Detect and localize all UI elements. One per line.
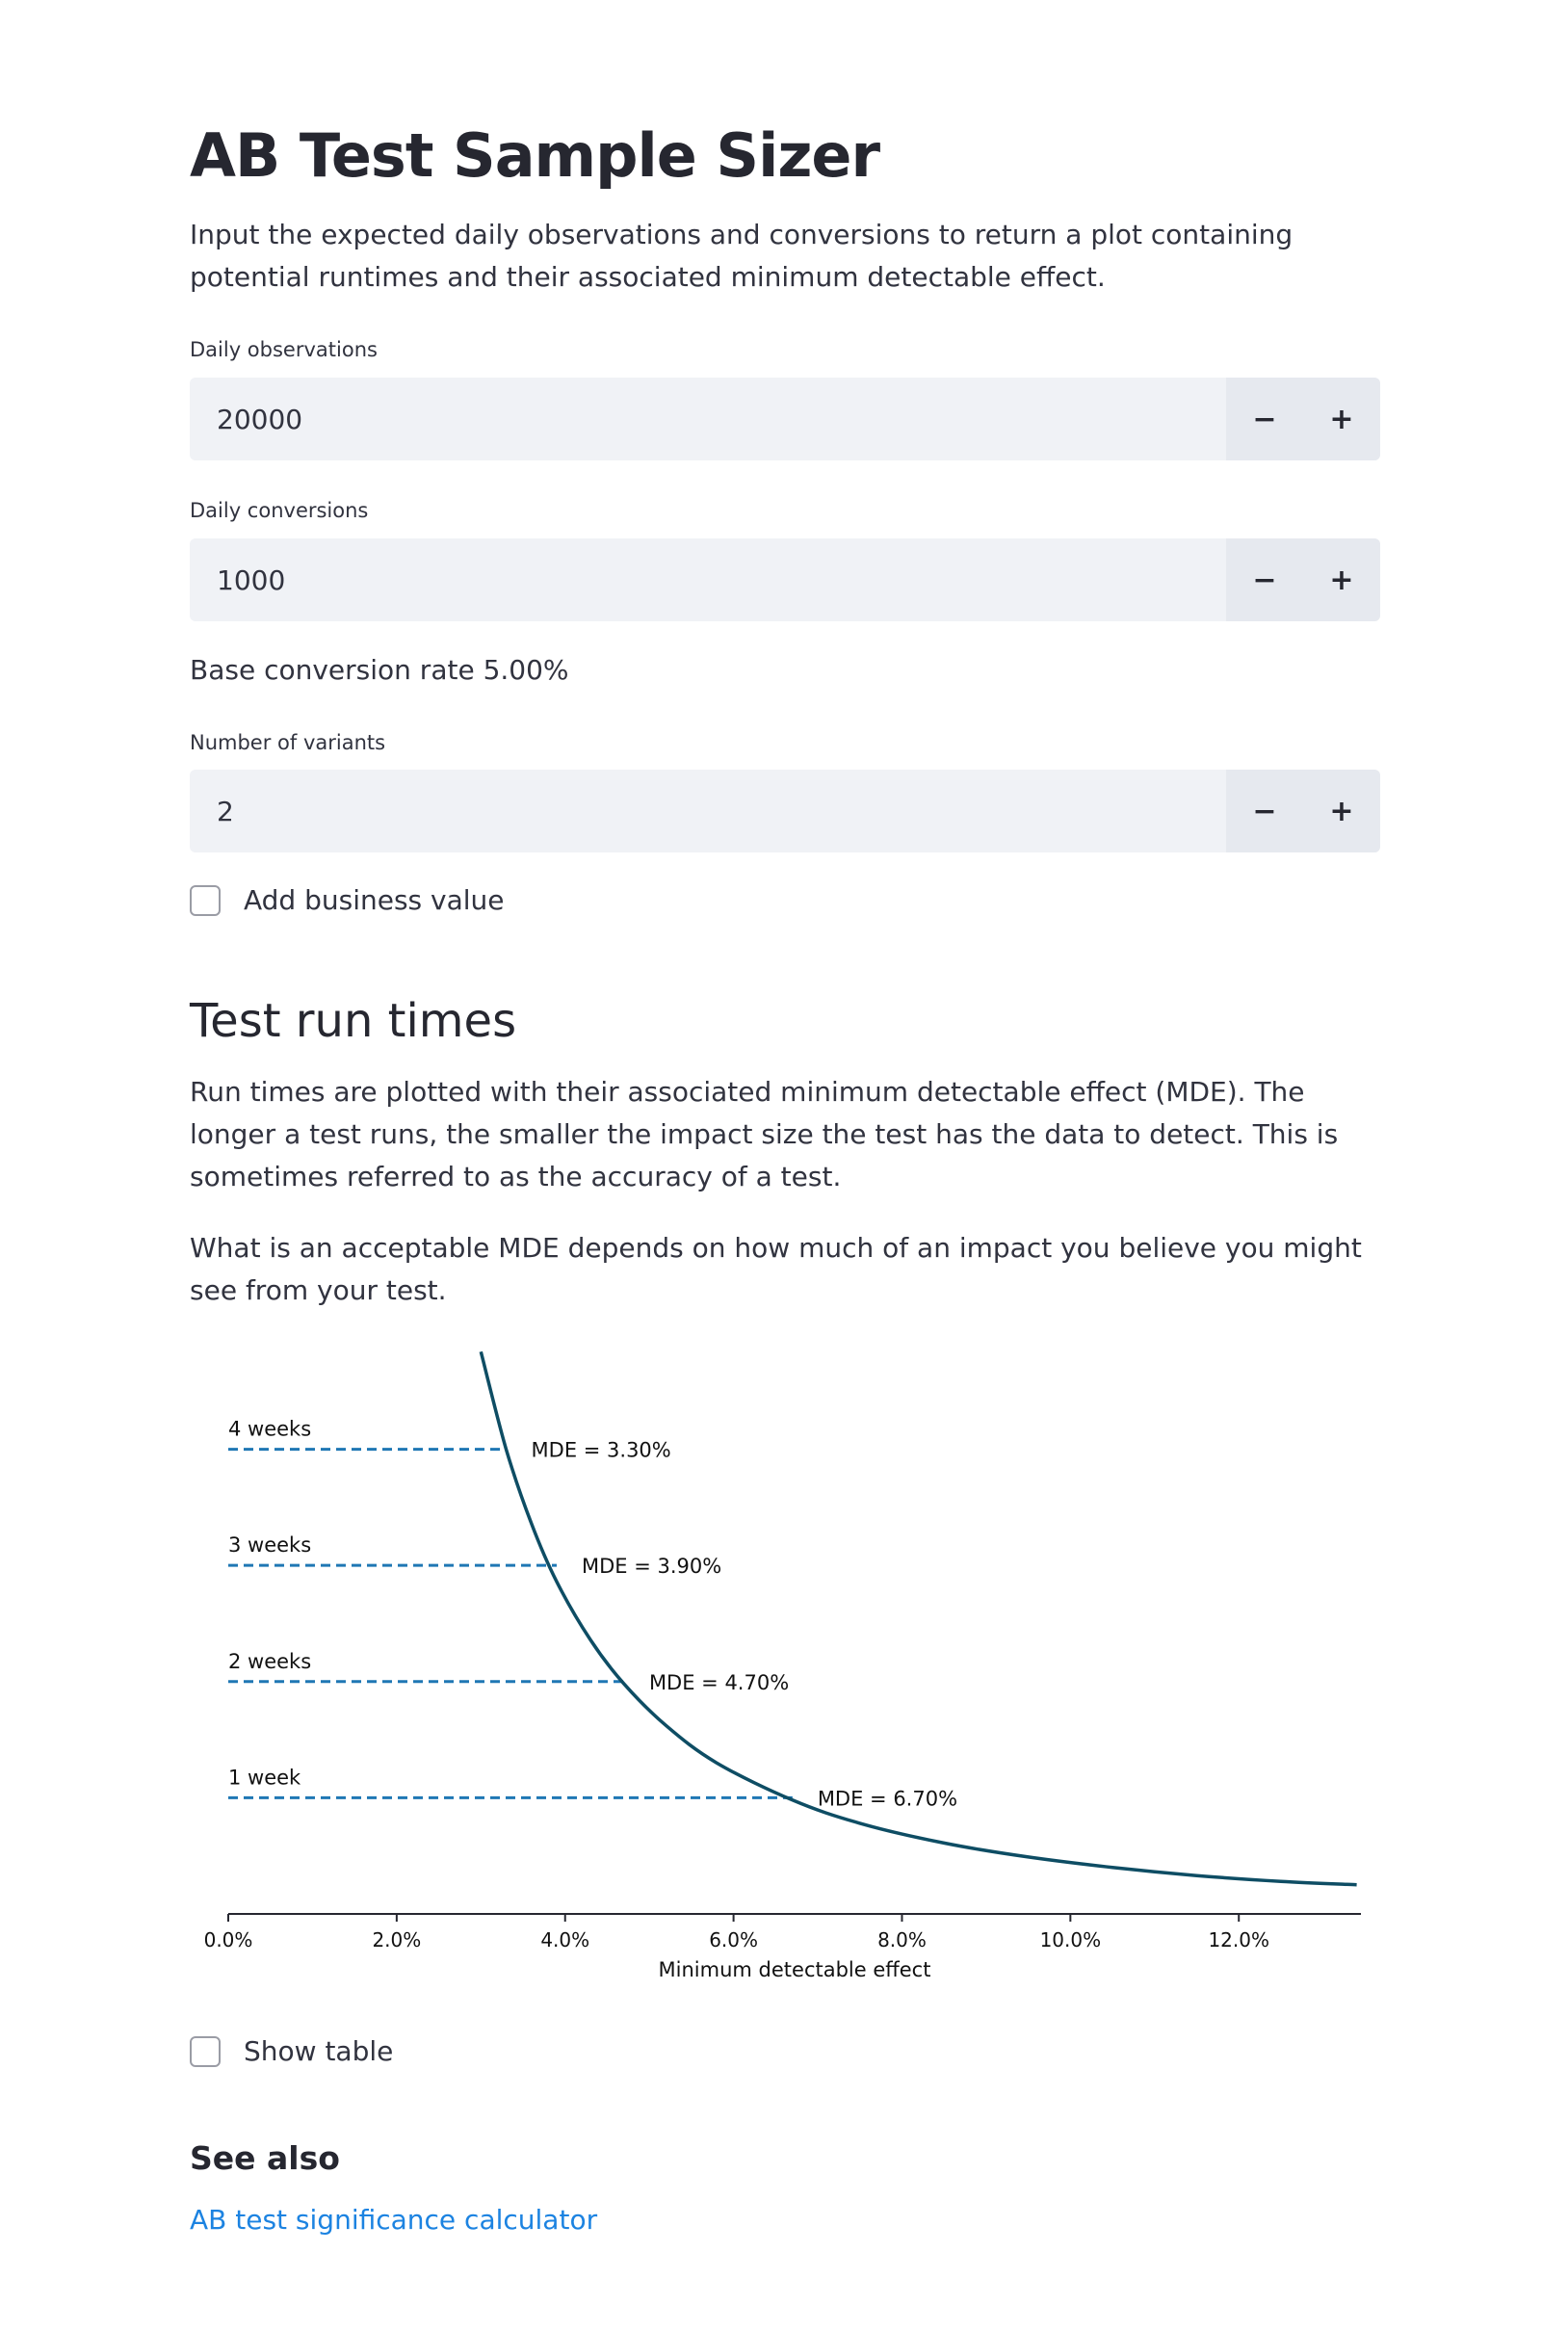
mde-label: MDE = 4.70% (649, 1671, 789, 1694)
number-of-variants-increment-button[interactable]: + (1329, 794, 1354, 828)
number-of-variants-input[interactable] (190, 770, 1226, 852)
daily-observations-increment-button[interactable]: + (1329, 402, 1354, 436)
run-times-description: Run times are plotted with their associa… (190, 1076, 1339, 1192)
number-of-variants-decrement-button[interactable]: − (1252, 794, 1277, 828)
mde-label: MDE = 6.70% (818, 1787, 957, 1810)
number-of-variants-stepper: − + (1226, 770, 1380, 852)
number-of-variants-field: − + (190, 770, 1380, 852)
x-tick-label: 2.0% (372, 1928, 421, 1951)
test-run-times-heading: Test run times (190, 994, 517, 1048)
x-tick-label: 10.0% (1040, 1928, 1102, 1951)
show-table-label: Show table (244, 2035, 394, 2067)
daily-conversions-field: − + (190, 538, 1380, 621)
intro-text: Input the expected daily observations an… (190, 219, 1294, 293)
daily-conversions-stepper: − + (1226, 538, 1380, 621)
week-label: 1 week (228, 1766, 301, 1789)
daily-observations-label: Daily observations (190, 338, 378, 361)
add-business-value-label: Add business value (244, 884, 505, 916)
ab-test-significance-calculator-link[interactable]: AB test significance calculator (190, 2204, 598, 2236)
add-business-value-checkbox[interactable]: Add business value (190, 881, 505, 920)
week-label: 4 weeks (228, 1418, 311, 1441)
daily-conversions-input[interactable] (190, 538, 1226, 621)
see-also-heading: See also (190, 2139, 340, 2177)
daily-observations-field: − + (190, 378, 1380, 460)
page-title: AB Test Sample Sizer (190, 120, 880, 191)
week-label: 3 weeks (228, 1533, 311, 1557)
mde-curve-line (479, 1350, 1357, 1887)
daily-conversions-label: Daily conversions (190, 499, 369, 522)
base-conversion-rate-text: Base conversion rate 5.00% (190, 654, 569, 686)
daily-conversions-increment-button[interactable]: + (1329, 563, 1354, 597)
x-axis-label: Minimum detectable effect (659, 1958, 931, 1981)
checkbox-box[interactable] (190, 2036, 221, 2067)
x-tick-label: 8.0% (877, 1928, 927, 1951)
show-table-checkbox[interactable]: Show table (190, 2032, 393, 2071)
x-tick-label: 6.0% (709, 1928, 758, 1951)
mde-label: MDE = 3.90% (582, 1555, 721, 1578)
number-of-variants-label: Number of variants (190, 731, 386, 754)
mde-label: MDE = 3.30% (532, 1439, 671, 1462)
x-tick-label: 4.0% (540, 1928, 589, 1951)
x-tick-label: 0.0% (204, 1928, 253, 1951)
mde-runtime-chart: 0.0% 2.0% 4.0% 6.0% 8.0% 10.0% 12.0% Minimum de… (204, 1350, 1361, 1981)
daily-observations-decrement-button[interactable]: − (1252, 402, 1277, 436)
week-label: 2 weeks (228, 1650, 311, 1673)
daily-observations-stepper: − + (1226, 378, 1380, 460)
mde-explanation: What is an acceptable MDE depends on how… (190, 1232, 1362, 1306)
x-tick-label: 12.0% (1208, 1928, 1269, 1951)
checkbox-box[interactable] (190, 885, 221, 916)
daily-observations-input[interactable] (190, 378, 1226, 460)
daily-conversions-decrement-button[interactable]: − (1252, 563, 1277, 597)
